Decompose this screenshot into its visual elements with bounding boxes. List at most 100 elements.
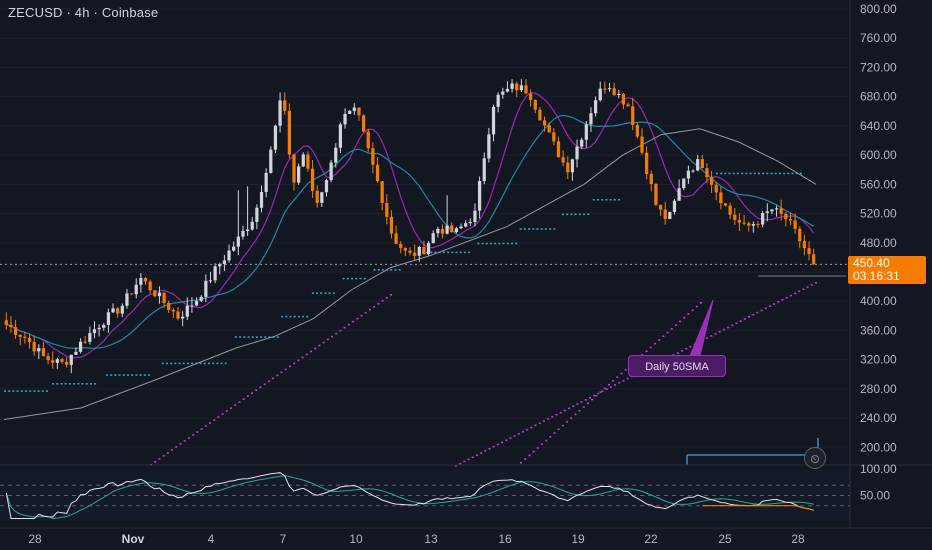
candle-body xyxy=(556,141,561,158)
daily-sma-dot xyxy=(536,447,539,449)
symbol-title[interactable]: ZECUSD · 4h · Coinbase xyxy=(8,5,159,20)
candle-body xyxy=(74,351,78,355)
candle-body xyxy=(129,293,134,295)
time-tick-label: 10 xyxy=(349,532,363,546)
psar-dot xyxy=(239,336,242,338)
candle xyxy=(450,222,454,233)
candle xyxy=(723,203,728,207)
psar-dot xyxy=(139,374,142,376)
candle xyxy=(645,146,649,180)
candle-body xyxy=(227,250,231,261)
psar-dot xyxy=(247,336,250,338)
price-tick-label: 560.00 xyxy=(860,177,897,191)
psar-dot xyxy=(234,336,237,338)
psar-dot xyxy=(373,269,376,271)
candle xyxy=(23,331,27,344)
daily-sma-dot xyxy=(225,410,228,412)
candle-body xyxy=(250,221,254,230)
candle-body xyxy=(477,180,482,211)
candle-body xyxy=(287,110,291,155)
candle xyxy=(566,156,570,179)
daily-sma-dot xyxy=(614,384,617,386)
candle-body xyxy=(580,139,584,147)
psar-dot xyxy=(583,213,586,216)
psar-dot xyxy=(264,336,267,338)
daily-sma-dot xyxy=(520,462,522,464)
psar-dot xyxy=(85,383,88,385)
candle-body xyxy=(232,246,236,251)
candle xyxy=(167,300,171,313)
daily-sma-dot xyxy=(154,461,157,463)
candle xyxy=(287,103,291,159)
candle-body xyxy=(774,208,779,210)
price-axis[interactable]: 200.00 240.00 280.00 320.00 360.00 400.00 480.… xyxy=(849,0,897,528)
daily-sma-dot xyxy=(276,374,279,377)
last-price-value: 450.40 xyxy=(853,256,890,270)
price-tick-label: 280.00 xyxy=(860,382,897,396)
psar-dot xyxy=(510,242,513,245)
psar-dot xyxy=(485,242,488,245)
candle-body xyxy=(399,243,403,248)
psar-dot xyxy=(463,251,466,254)
candle-body xyxy=(538,109,542,121)
candle-body xyxy=(589,113,593,125)
candles xyxy=(4,78,816,374)
candle xyxy=(259,185,264,213)
daily-sma-dot xyxy=(547,418,550,420)
daily-sma-dot xyxy=(455,465,457,467)
daily-sma-dot xyxy=(691,309,694,312)
daily-sma-dot xyxy=(471,456,474,459)
daily-sma-dot xyxy=(580,401,583,403)
candle xyxy=(324,178,329,197)
psar-dot xyxy=(787,172,790,175)
daily-sma-dot xyxy=(687,313,690,315)
candle xyxy=(649,170,653,192)
candle-body xyxy=(222,260,227,265)
rsi-signal-line xyxy=(5,475,814,520)
candle xyxy=(208,271,213,284)
daily-sma-dot xyxy=(658,339,661,341)
candle xyxy=(422,240,426,255)
daily-50sma-annotation[interactable]: Daily 50SMA xyxy=(628,355,726,377)
candle-body xyxy=(78,341,83,352)
daily-sma-dot xyxy=(616,376,619,379)
candle-body xyxy=(635,124,639,137)
psar-dot xyxy=(114,374,117,376)
candle xyxy=(593,96,598,117)
psar-dot xyxy=(519,228,522,230)
daily-sma-dot xyxy=(649,346,652,349)
candle-body xyxy=(617,93,621,96)
daily-sma-dot xyxy=(475,454,478,456)
daily-sma-dot xyxy=(352,320,355,323)
daily-sma-dot xyxy=(246,395,249,398)
candle-body xyxy=(519,85,523,91)
chart-overlay xyxy=(0,263,850,465)
candle xyxy=(301,152,305,167)
candle xyxy=(264,168,268,198)
psar-dot xyxy=(741,172,744,175)
candle xyxy=(677,179,681,201)
daily-sma-dot xyxy=(377,302,380,305)
candle-body xyxy=(566,162,570,173)
daily-sma-dot xyxy=(496,443,499,446)
alarm-clock-icon[interactable]: ⏲ xyxy=(804,447,826,469)
daily-sma-dot xyxy=(789,294,792,297)
psar-dot xyxy=(165,362,168,365)
time-axis[interactable]: 28 Nov 4 7 10 13 16 19 22 25 28 xyxy=(0,527,932,546)
daily-sma-dot xyxy=(545,439,548,442)
candle-body xyxy=(812,254,816,265)
candle-body xyxy=(310,168,315,191)
psar-dot xyxy=(434,251,437,254)
candle xyxy=(55,357,59,369)
psar-dot xyxy=(720,172,723,175)
candle-body xyxy=(297,166,301,183)
candle-body xyxy=(385,202,389,217)
daily-sma-dot xyxy=(204,425,207,427)
daily-sma-dot xyxy=(463,460,466,463)
daily-sma-dot xyxy=(695,305,698,308)
candle-body xyxy=(269,149,273,173)
candle xyxy=(51,351,55,369)
candle xyxy=(454,226,459,234)
